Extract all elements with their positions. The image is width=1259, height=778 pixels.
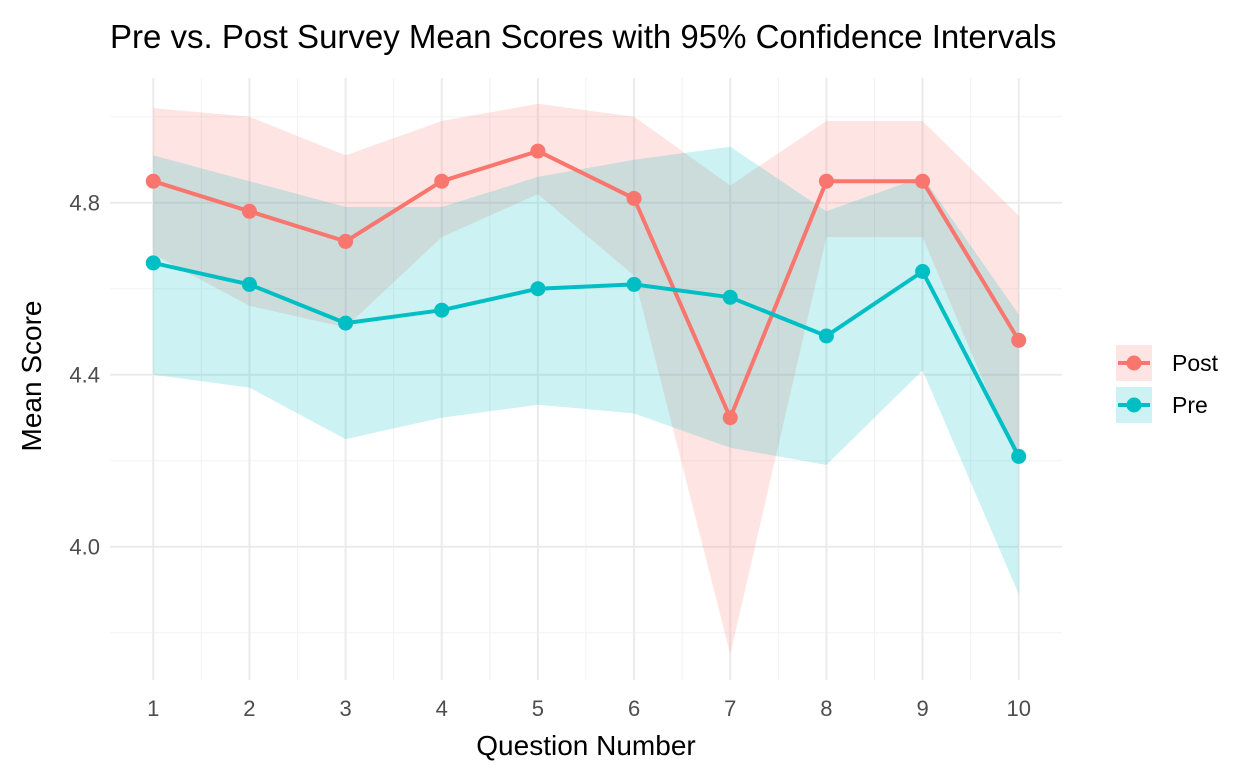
data-point-post: [241, 203, 257, 219]
series-line-pre: [152, 260, 1021, 458]
data-point-pre: [1011, 448, 1027, 464]
data-point-post: [722, 410, 738, 426]
legend-key-point: [1126, 355, 1142, 371]
series-line-post: [152, 149, 1021, 420]
data-point-pre: [145, 255, 161, 271]
grid: [110, 78, 1062, 680]
data-point-post: [626, 190, 642, 206]
data-point-pre: [241, 276, 257, 292]
x-tick-label: 5: [532, 696, 544, 721]
data-point-post: [1011, 332, 1027, 348]
data-point-pre: [915, 264, 931, 279]
series-lines: [152, 149, 1021, 458]
legend-key-pre: [1116, 387, 1152, 423]
series-points: [145, 143, 1027, 464]
x-tick-label: 9: [916, 696, 928, 721]
x-tick-label: 10: [1006, 696, 1030, 721]
x-tick-label: 3: [339, 696, 351, 721]
y-tick-label: 4.4: [69, 363, 100, 388]
data-point-pre: [626, 276, 642, 292]
y-tick-labels: 4.0 4.4 4.8: [69, 191, 100, 560]
data-point-post: [818, 173, 834, 189]
x-tick-label: 4: [436, 696, 448, 721]
data-point-post: [434, 173, 450, 189]
y-axis-title: Mean Score: [16, 301, 47, 452]
x-axis-title: Question Number: [476, 730, 695, 761]
x-tick-label: 2: [243, 696, 255, 721]
data-point-post: [530, 143, 546, 159]
data-point-pre: [722, 289, 738, 305]
x-tick-label: 8: [820, 696, 832, 721]
legend-key-post: [1116, 345, 1152, 381]
legend-key-point: [1126, 397, 1142, 413]
data-point-pre: [530, 281, 546, 297]
y-tick-label: 4.0: [69, 535, 100, 560]
x-tick-label: 6: [628, 696, 640, 721]
x-tick-label: 7: [724, 696, 736, 721]
data-point-pre: [338, 315, 354, 331]
y-tick-label: 4.8: [69, 191, 100, 216]
ci-band-pre: [153, 146, 1019, 595]
legend-label-post: Post: [1172, 350, 1219, 376]
data-point-pre: [434, 302, 450, 318]
legend-label-pre: Pre: [1172, 392, 1208, 418]
x-tick-label: 1: [147, 696, 159, 721]
data-point-pre: [818, 328, 834, 344]
data-point-post: [338, 233, 354, 249]
data-point-post: [145, 173, 161, 189]
legend: Post Pre: [1116, 345, 1219, 423]
chart-title: Pre vs. Post Survey Mean Scores with 95%…: [110, 18, 1056, 55]
data-point-post: [915, 173, 931, 189]
x-tick-labels: 1 2 3 4 5 6 7 8 9 10: [147, 696, 1031, 721]
